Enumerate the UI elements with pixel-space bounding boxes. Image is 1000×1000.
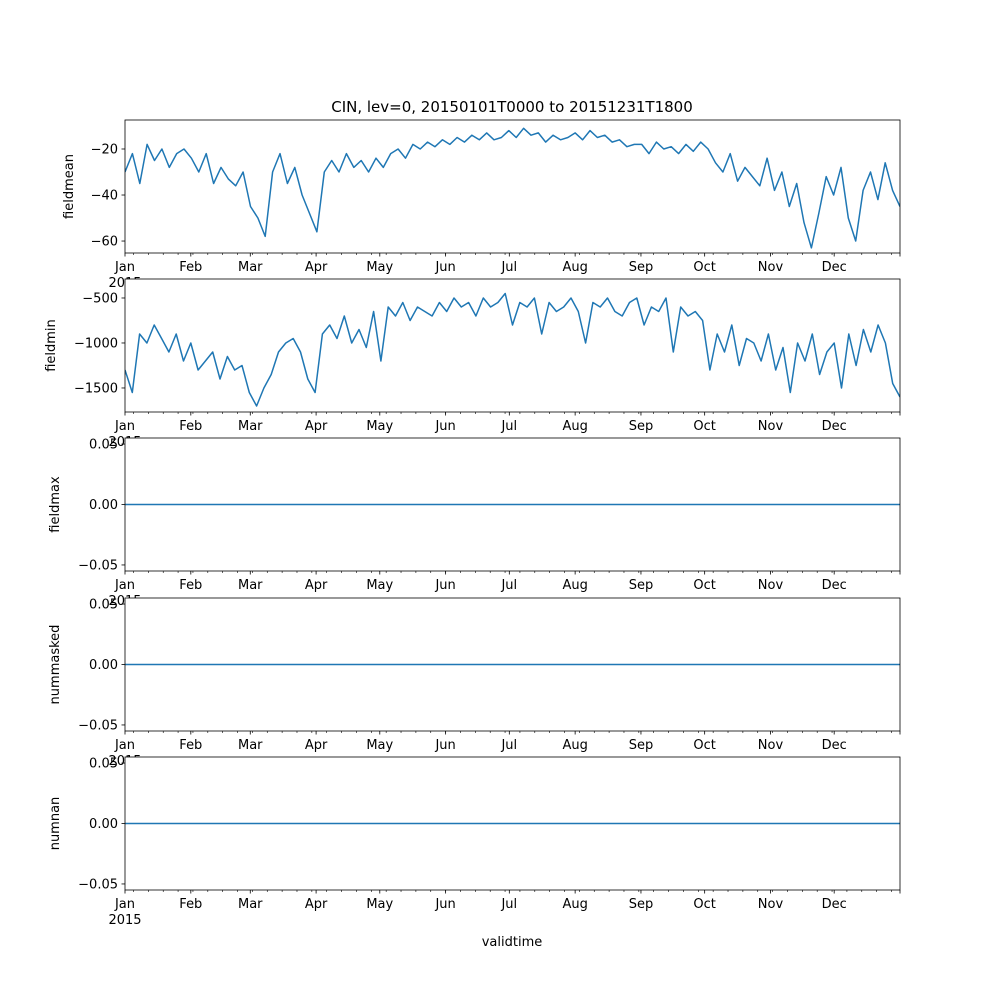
y-tick-label: 0.05 bbox=[89, 438, 118, 453]
x-tick-label: Aug bbox=[562, 578, 587, 593]
y-tick-label: 0.00 bbox=[89, 498, 118, 513]
x-tick-label: Mar bbox=[238, 897, 263, 912]
panel-fieldmax: 0.05 0.00 −0.05 fieldmax Jan Feb Mar Apr May Jun J… bbox=[48, 438, 901, 609]
x-tick-label: Dec bbox=[822, 419, 847, 434]
series-line-fieldmin bbox=[125, 292, 900, 407]
x-tick-label: Oct bbox=[693, 578, 715, 593]
y-axis-label: fieldmin bbox=[44, 319, 59, 372]
x-tick-label: Feb bbox=[179, 738, 202, 753]
y-tick-label: 0.00 bbox=[89, 817, 118, 832]
x-tick-label: Mar bbox=[238, 419, 263, 434]
x-tick-label: Feb bbox=[179, 578, 202, 593]
x-tick-label: Oct bbox=[693, 897, 715, 912]
x-tick-label: Oct bbox=[693, 260, 715, 275]
x-tick-label: Aug bbox=[562, 260, 587, 275]
x-tick-label: Jan bbox=[114, 897, 135, 912]
x-tick-label: Dec bbox=[822, 897, 847, 912]
y-axis-label: nummasked bbox=[48, 625, 63, 705]
y-tick-label: −20 bbox=[91, 142, 118, 157]
y-tick-label: −0.05 bbox=[78, 877, 118, 892]
panel-fieldmin: −500 −1000 −1500 fieldmin Jan Feb Mar Apr May Jun… bbox=[44, 278, 901, 450]
axes-background bbox=[125, 279, 900, 412]
panel-nummasked: 0.05 0.00 −0.05 nummasked Jan Feb Mar Apr May Jun… bbox=[48, 598, 901, 769]
y-tick-label: 0.00 bbox=[89, 658, 118, 673]
y-tick-label: −60 bbox=[91, 235, 118, 250]
x-tick-label: Feb bbox=[179, 260, 202, 275]
x-tick-label: Jul bbox=[500, 419, 517, 434]
x-tick-label: Apr bbox=[305, 897, 328, 912]
x-tick-label: May bbox=[366, 738, 393, 753]
x-tick-label: Sep bbox=[629, 419, 654, 434]
x-tick-label: Apr bbox=[305, 419, 328, 434]
x-tick-label: Feb bbox=[179, 419, 202, 434]
x-tick-label: Dec bbox=[822, 260, 847, 275]
x-tick-label: Jun bbox=[434, 419, 455, 434]
x-tick-label: Nov bbox=[758, 578, 784, 593]
x-tick-label: Feb bbox=[179, 897, 202, 912]
x-tick-label: Jun bbox=[434, 260, 455, 275]
x-tick-label: May bbox=[366, 260, 393, 275]
x-tick-label: Aug bbox=[562, 738, 587, 753]
x-tick-label: Dec bbox=[822, 578, 847, 593]
y-tick-label: −40 bbox=[91, 189, 118, 204]
x-tick-label: Jul bbox=[500, 578, 517, 593]
x-tick-label: Dec bbox=[822, 738, 847, 753]
axes-frame bbox=[124, 278, 901, 413]
x-tick-label: Mar bbox=[238, 578, 263, 593]
y-tick-label: −1500 bbox=[74, 381, 118, 396]
y-tick-label: −0.05 bbox=[78, 558, 118, 573]
y-tick-label: −1000 bbox=[74, 336, 118, 351]
axes-background bbox=[125, 120, 900, 253]
x-tick-label: Oct bbox=[693, 738, 715, 753]
x-tick-label: Nov bbox=[758, 738, 784, 753]
x-tick-label: Mar bbox=[238, 738, 263, 753]
panel-fieldmean: −20 −40 −60 fieldmean Jan Feb Mar Apr May Jun Jul A… bbox=[62, 119, 901, 291]
y-axis-label: fieldmean bbox=[62, 154, 77, 219]
y-tick-label: −0.05 bbox=[78, 718, 118, 733]
x-tick-label: May bbox=[366, 897, 393, 912]
x-tick-label: Nov bbox=[758, 419, 784, 434]
x-tick-label: Nov bbox=[758, 897, 784, 912]
x-tick-label: Jul bbox=[500, 260, 517, 275]
x-tick-label: Apr bbox=[305, 578, 328, 593]
x-axis-label: validtime bbox=[482, 935, 543, 950]
x-tick-label: Jul bbox=[500, 738, 517, 753]
axes-frame bbox=[124, 119, 901, 254]
x-tick-label: Jan bbox=[114, 419, 135, 434]
x-tick-label: Jun bbox=[434, 897, 455, 912]
x-tick-label: Aug bbox=[562, 897, 587, 912]
x-tick-label: Jan bbox=[114, 578, 135, 593]
x-tick-label: Sep bbox=[629, 260, 654, 275]
x-year-label: 2015 bbox=[108, 913, 141, 928]
x-tick-label: Oct bbox=[693, 419, 715, 434]
x-tick-label: May bbox=[366, 419, 393, 434]
x-tick-label: Nov bbox=[758, 260, 784, 275]
panel-numnan: 0.05 0.00 −0.05 numnan Jan Feb Mar Apr May Jun Jul… bbox=[48, 757, 901, 928]
x-tick-label: May bbox=[366, 578, 393, 593]
series-line-fieldmean bbox=[125, 127, 900, 249]
x-tick-label: Jul bbox=[500, 897, 517, 912]
y-tick-label: 0.05 bbox=[89, 598, 118, 613]
y-tick-label: −500 bbox=[82, 291, 118, 306]
x-tick-label: Sep bbox=[629, 578, 654, 593]
y-tick-label: 0.05 bbox=[89, 757, 118, 772]
x-tick-label: Jan bbox=[114, 260, 135, 275]
x-tick-label: Mar bbox=[238, 260, 263, 275]
y-axis-label: numnan bbox=[48, 797, 63, 851]
x-tick-label: Sep bbox=[629, 738, 654, 753]
x-tick-label: Apr bbox=[305, 738, 328, 753]
x-tick-label: Apr bbox=[305, 260, 328, 275]
x-tick-label: Aug bbox=[562, 419, 587, 434]
x-tick-label: Jun bbox=[434, 738, 455, 753]
chart-title: CIN, lev=0, 20150101T0000 to 20151231T18… bbox=[331, 98, 693, 116]
x-tick-label: Jun bbox=[434, 578, 455, 593]
x-tick-label: Sep bbox=[629, 897, 654, 912]
y-axis-label: fieldmax bbox=[48, 476, 63, 533]
x-tick-label: Jan bbox=[114, 738, 135, 753]
